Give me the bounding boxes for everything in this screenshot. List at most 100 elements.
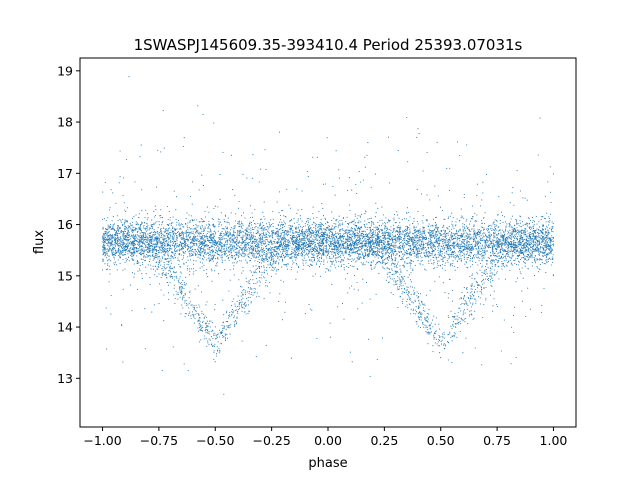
data-point bbox=[162, 271, 164, 273]
data-point bbox=[206, 320, 208, 322]
data-point bbox=[357, 227, 359, 229]
data-point bbox=[460, 208, 462, 210]
data-point bbox=[301, 220, 303, 222]
data-point bbox=[440, 255, 442, 257]
data-point bbox=[464, 226, 466, 228]
data-point bbox=[393, 278, 395, 280]
data-point bbox=[207, 227, 209, 229]
data-point bbox=[260, 249, 262, 251]
data-point bbox=[299, 231, 301, 233]
data-point bbox=[106, 257, 108, 259]
data-point bbox=[145, 245, 147, 247]
data-point bbox=[255, 257, 258, 259]
data-point bbox=[104, 251, 106, 253]
data-point bbox=[199, 250, 201, 252]
data-point bbox=[314, 273, 317, 275]
data-point bbox=[277, 234, 279, 236]
data-point bbox=[360, 249, 362, 251]
data-point bbox=[204, 256, 206, 258]
data-point bbox=[169, 249, 171, 252]
data-point bbox=[158, 273, 160, 275]
data-point bbox=[442, 248, 444, 250]
data-point bbox=[158, 234, 160, 236]
data-point bbox=[185, 242, 187, 244]
data-point bbox=[299, 239, 301, 241]
data-point bbox=[158, 221, 160, 223]
data-point bbox=[264, 255, 266, 257]
data-point bbox=[201, 325, 203, 327]
data-point bbox=[317, 232, 320, 234]
data-point bbox=[304, 313, 306, 315]
data-point bbox=[439, 352, 441, 354]
data-point bbox=[329, 336, 331, 338]
data-point bbox=[463, 242, 465, 244]
data-point bbox=[435, 330, 437, 332]
data-point bbox=[259, 271, 261, 273]
data-point bbox=[330, 265, 332, 267]
data-point bbox=[182, 226, 184, 228]
data-point bbox=[227, 232, 229, 234]
data-point bbox=[209, 333, 211, 335]
data-point bbox=[188, 274, 191, 276]
data-point bbox=[216, 253, 218, 255]
data-point bbox=[442, 282, 444, 284]
data-point bbox=[471, 228, 473, 230]
data-point bbox=[150, 249, 152, 251]
data-point bbox=[291, 266, 293, 268]
data-point bbox=[551, 235, 553, 237]
data-point bbox=[207, 248, 209, 250]
data-point bbox=[533, 242, 535, 244]
data-point bbox=[519, 222, 521, 224]
data-point bbox=[234, 305, 236, 307]
data-point bbox=[544, 263, 546, 265]
data-point bbox=[354, 222, 356, 224]
data-point bbox=[392, 228, 394, 230]
data-point bbox=[437, 260, 439, 262]
data-point bbox=[369, 298, 371, 300]
data-point bbox=[519, 235, 521, 237]
data-point bbox=[467, 246, 469, 248]
data-point bbox=[527, 244, 529, 246]
data-point bbox=[439, 265, 442, 267]
data-point bbox=[315, 231, 317, 234]
data-point bbox=[255, 247, 257, 250]
data-point bbox=[381, 219, 383, 221]
data-point bbox=[296, 212, 298, 215]
data-point bbox=[162, 236, 164, 238]
data-point bbox=[473, 257, 475, 259]
data-point bbox=[119, 249, 121, 251]
data-point bbox=[294, 232, 296, 234]
data-point bbox=[470, 266, 472, 268]
data-point bbox=[271, 275, 273, 277]
data-point bbox=[314, 242, 316, 244]
data-point bbox=[422, 235, 424, 237]
data-point bbox=[233, 265, 235, 267]
data-point bbox=[174, 232, 176, 234]
data-point bbox=[481, 233, 483, 235]
data-point bbox=[343, 267, 345, 269]
data-point bbox=[291, 260, 293, 262]
data-point bbox=[179, 224, 181, 226]
data-point bbox=[491, 272, 493, 274]
data-point bbox=[441, 250, 443, 253]
data-point bbox=[460, 297, 462, 299]
data-point bbox=[382, 240, 384, 242]
data-point bbox=[360, 256, 362, 258]
data-point bbox=[535, 237, 537, 239]
data-point bbox=[524, 247, 526, 249]
data-point bbox=[178, 234, 180, 236]
data-point bbox=[105, 307, 107, 309]
data-point bbox=[478, 296, 480, 298]
data-point bbox=[439, 253, 441, 255]
data-point bbox=[539, 252, 541, 254]
data-point bbox=[336, 251, 338, 253]
data-point bbox=[167, 242, 169, 244]
data-point bbox=[115, 238, 117, 240]
data-point bbox=[153, 240, 155, 242]
data-point bbox=[415, 235, 417, 237]
data-point bbox=[215, 265, 217, 267]
data-point bbox=[508, 226, 510, 228]
data-point bbox=[406, 207, 409, 209]
data-point bbox=[527, 250, 530, 252]
data-point bbox=[534, 241, 537, 243]
